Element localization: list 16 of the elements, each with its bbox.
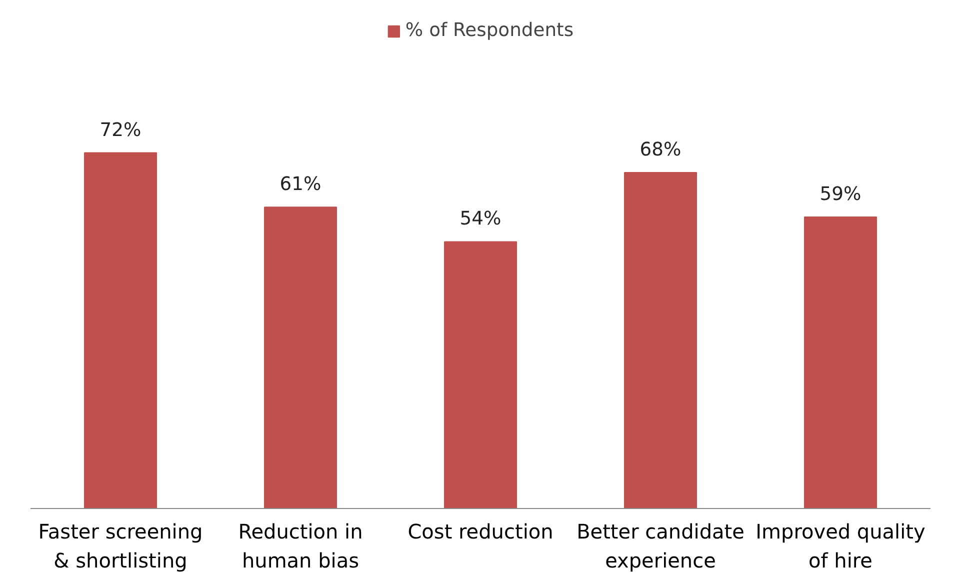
data-label: 54% <box>460 208 502 230</box>
x-tick-label: Reduction in human bias <box>238 520 363 572</box>
x-tick-label: Better candidate experience <box>576 520 744 572</box>
data-label: 61% <box>280 174 322 196</box>
data-label: 72% <box>100 120 142 141</box>
x-tick-label: Cost reduction <box>408 520 554 544</box>
data-label: 68% <box>640 140 682 161</box>
bar <box>804 216 877 508</box>
bar <box>84 152 157 508</box>
data-label: 59% <box>820 184 862 206</box>
bar <box>624 172 697 508</box>
bar <box>264 206 337 508</box>
legend-label: % of Respondents <box>405 20 574 41</box>
bar <box>444 241 517 508</box>
x-tick-label: Faster screening & shortlisting <box>38 520 203 572</box>
x-tick-label: Improved quality of hire <box>756 520 926 572</box>
